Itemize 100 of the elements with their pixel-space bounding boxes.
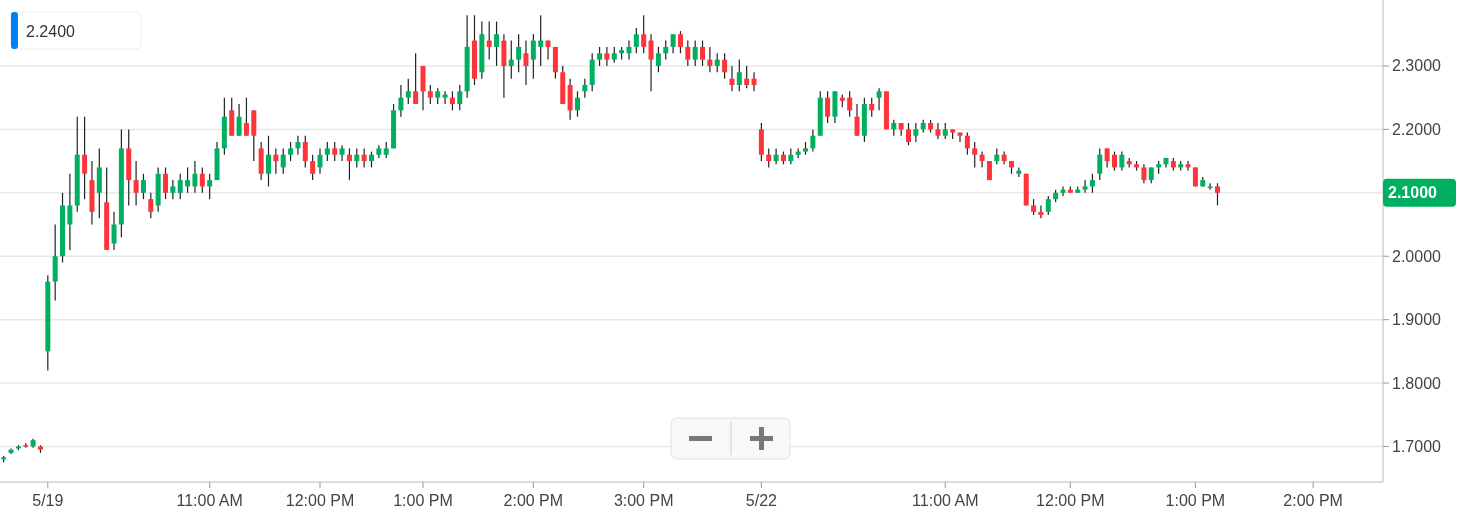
candlestick [288, 141, 294, 162]
candlestick [280, 147, 286, 175]
candlestick [295, 135, 301, 156]
x-tick-label: 2:00 PM [1283, 492, 1343, 509]
candlestick [707, 46, 713, 73]
candlestick [825, 90, 831, 124]
y-tick-label: 2.3000 [1392, 57, 1442, 75]
candlestick [1104, 147, 1110, 169]
x-tick-label: 1:00 PM [393, 492, 453, 509]
candlestick [354, 147, 360, 169]
candlestick [957, 131, 963, 143]
candlestick [626, 39, 632, 61]
candlestick [935, 122, 941, 140]
candlestick [148, 192, 154, 219]
candlestick [641, 14, 647, 54]
candlestick [530, 33, 536, 80]
candlestick [236, 103, 242, 137]
candlestick [979, 150, 985, 169]
x-tick-label: 1:00 PM [1165, 492, 1226, 509]
candlestick [869, 97, 875, 118]
candlestick [854, 103, 860, 137]
candlestick [324, 141, 330, 162]
candlestick [714, 52, 720, 73]
candlestick [494, 20, 500, 67]
x-tick-label: 12:00 PM [1036, 492, 1105, 509]
candlestick [876, 87, 882, 111]
candlestick [744, 65, 750, 89]
y-tick-label: 2.0000 [1392, 247, 1442, 265]
candlestick [1207, 182, 1213, 191]
candlestick [1038, 204, 1044, 219]
candlestick [1060, 185, 1066, 197]
candlestick [847, 90, 853, 118]
candlestick [633, 27, 639, 54]
candlestick [766, 147, 772, 169]
y-tick-label: 2.2000 [1392, 120, 1442, 138]
candlestick [427, 84, 433, 105]
candlestick [722, 52, 728, 80]
candlestick [604, 46, 610, 67]
candlestick [67, 173, 73, 251]
candlestick [574, 90, 580, 118]
candlestick [810, 128, 816, 153]
candlestick [773, 147, 779, 165]
candlestick [582, 78, 588, 99]
candlestick [655, 46, 661, 73]
candlestick [729, 65, 735, 92]
y-tick-label: 1.9000 [1392, 311, 1442, 329]
candlestick [1082, 179, 1088, 194]
candlestick [1097, 147, 1103, 181]
candlestick [1141, 163, 1147, 184]
candlestick [170, 179, 176, 200]
candlestick [538, 14, 544, 67]
annotation: 2.2400 [26, 22, 76, 40]
candlestick [906, 122, 912, 146]
candlestick [508, 39, 514, 80]
candlestick [1089, 173, 1095, 194]
candlestick [964, 131, 970, 156]
candlestick [82, 116, 88, 200]
candlestick [243, 97, 249, 137]
candlestick [442, 90, 448, 105]
candlestick [663, 39, 669, 61]
candlestick [339, 144, 345, 162]
candlestick [398, 84, 404, 118]
candlestick [1045, 195, 1051, 216]
x-tick-label: 11:00 AM [176, 492, 243, 509]
candlestick [346, 147, 352, 181]
candlestick [133, 160, 139, 207]
candlestick [273, 147, 279, 175]
candlestick [1111, 150, 1117, 172]
x-tick-label: 3:00 PM [613, 492, 674, 509]
candlestick [207, 173, 213, 200]
candlestick [670, 33, 676, 54]
candlestick [302, 135, 308, 169]
y-tick-label: 1.7000 [1392, 437, 1442, 455]
candlestick [140, 173, 146, 200]
candlestick [332, 141, 338, 162]
candlestick [405, 78, 411, 105]
candlestick [413, 52, 419, 105]
candlestick [177, 173, 183, 200]
candlestick [361, 147, 367, 169]
candlestick [692, 39, 698, 67]
candlestick [185, 166, 191, 194]
x-tick-label: 12:00 PM [285, 492, 355, 509]
x-tick-label: 5/19 [32, 492, 64, 509]
x-tick-label: 5/22 [745, 492, 778, 509]
candlestick [266, 135, 272, 188]
candlestick [597, 46, 603, 67]
candlestick [913, 122, 919, 143]
candlestick [486, 20, 492, 61]
candlestick [192, 160, 198, 194]
candlestick [111, 211, 117, 251]
x-tick-label: 2:00 PM [503, 492, 564, 509]
candlestick [523, 39, 529, 86]
candlestick [972, 141, 978, 169]
text: 2.1000 [1388, 184, 1438, 202]
y-tick-label: 1.8000 [1392, 374, 1442, 392]
candlestick [199, 166, 205, 194]
candlestick [685, 39, 691, 67]
candlestick [1214, 182, 1220, 207]
candlestick [751, 71, 757, 92]
candlestick [317, 147, 323, 175]
